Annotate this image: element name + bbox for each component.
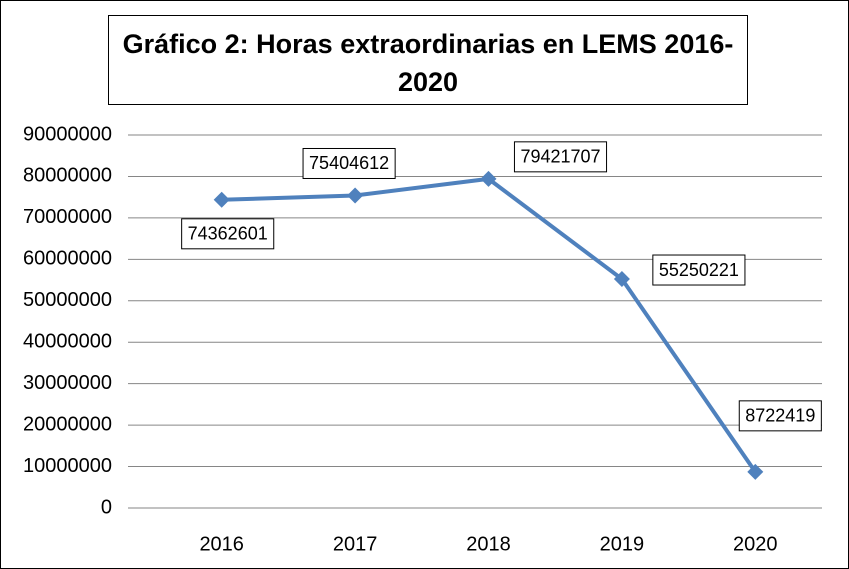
x-tick-label: 2017 [333, 533, 378, 555]
data-label-box [652, 254, 746, 286]
y-tick-label: 60000000 [23, 248, 112, 270]
y-tick-label: 80000000 [23, 165, 112, 187]
x-tick-label: 2020 [733, 533, 778, 555]
data-label: 79421707 [520, 147, 600, 167]
data-label: 55250221 [659, 260, 739, 280]
marker [613, 271, 630, 288]
data-label-box [181, 218, 275, 250]
y-tick-label: 50000000 [23, 289, 112, 311]
y-tick-label: 0 [101, 496, 112, 518]
data-label: 75404612 [309, 153, 389, 173]
data-label: 8722419 [745, 406, 815, 426]
x-tick-label: 2019 [600, 533, 645, 555]
y-tick-label: 30000000 [23, 372, 112, 394]
data-label: 74362601 [188, 224, 268, 244]
data-label-box [513, 141, 608, 173]
data-label-box [738, 400, 822, 432]
x-tick-label: 2018 [466, 533, 511, 555]
x-tick-label: 2016 [199, 533, 244, 555]
marker [747, 463, 764, 480]
marker [347, 187, 364, 204]
marker [213, 191, 230, 208]
y-tick-label: 10000000 [23, 455, 112, 477]
y-tick-label: 70000000 [23, 206, 112, 228]
y-tick-label: 20000000 [23, 413, 112, 435]
y-tick-label: 90000000 [23, 123, 112, 145]
title-box [108, 15, 748, 105]
data-label-box [302, 147, 396, 179]
chart-title: 2020 [398, 67, 458, 97]
y-tick-label: 40000000 [23, 331, 112, 353]
chart-title: Gráfico 2: Horas extraordinarias en LEMS… [123, 29, 734, 59]
marker [480, 170, 497, 187]
